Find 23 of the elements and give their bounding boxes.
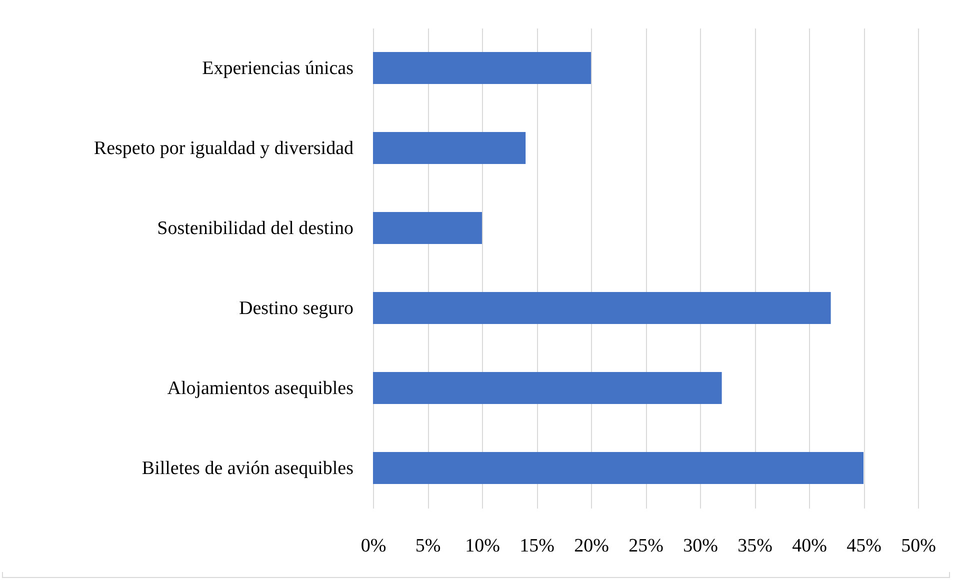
x-tick-label: 25% [628,536,664,556]
x-tick-label: 50% [901,536,936,556]
x-tick-label: 30% [683,536,718,556]
x-tick-label: 20% [574,536,610,556]
y-tick-label: Experiencias únicas [202,58,354,79]
x-tick-label: 45% [846,536,882,556]
bar [373,132,526,164]
y-tick-label: Destino seguro [238,298,354,319]
x-tick-label: 5% [415,536,441,556]
x-tick-label: 35% [738,536,773,556]
bar [373,452,864,484]
y-tick-label: Alojamientos asequibles [167,378,354,399]
bar [373,52,591,84]
x-tick-label: 15% [520,536,555,556]
bar [373,212,482,244]
y-tick-label: Respeto por igualdad y diversidad [94,138,354,159]
x-tick-label: 0% [360,536,386,556]
bar [373,292,831,324]
y-tick-label: Sostenibilidad del destino [157,218,354,239]
x-tick-label: 40% [792,536,828,556]
y-tick-label: Billetes de avión asequibles [142,458,354,479]
x-tick-label: 10% [465,536,500,556]
bar [373,372,722,404]
